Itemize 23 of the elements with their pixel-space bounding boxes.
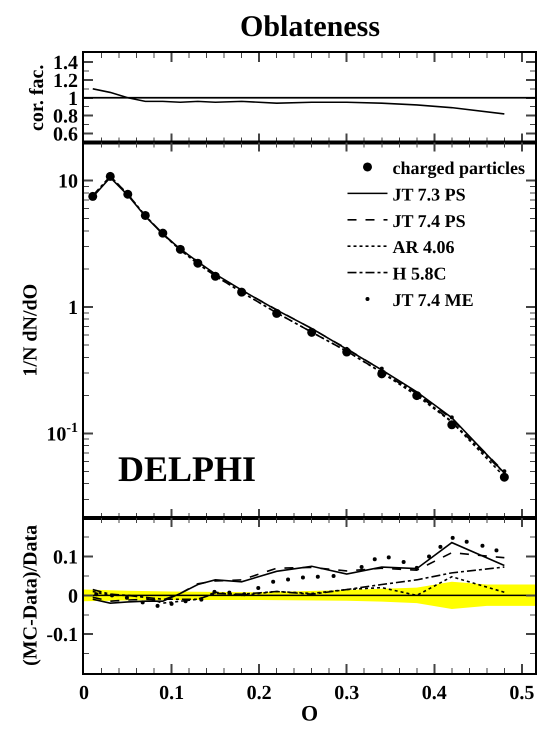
- x-tick-label: 0.3: [334, 682, 360, 704]
- legend-label: JT 7.4 PS: [392, 210, 466, 231]
- y-tick-label: 10: [58, 170, 78, 193]
- y-axis-title: 1/N dN/dO: [19, 284, 42, 377]
- y-tick-label: -0.1: [46, 624, 78, 646]
- y-tick-label: 0.1: [53, 546, 78, 569]
- x-tick-label: 0.1: [159, 682, 184, 704]
- y-axis-title: (MC-Data)/Data: [19, 524, 42, 666]
- annotation: DELPHI: [118, 449, 256, 489]
- x-axis-title: O: [300, 700, 318, 726]
- y-tick-label: 10$^{-1}$: [46, 420, 78, 446]
- y-tick-label: 1: [68, 296, 78, 319]
- y-tick-label: 0: [68, 585, 78, 608]
- legend-label: JT 7.3 PS: [392, 184, 466, 204]
- legend-label: charged particles: [392, 158, 525, 178]
- legend-label: H 5.8C: [392, 264, 446, 284]
- chart-title: Oblateness: [240, 10, 380, 43]
- legend-label: AR 4.06: [392, 237, 454, 258]
- y-axis-title: cor. fac.: [26, 64, 48, 132]
- x-tick-label: 0.4: [422, 682, 447, 704]
- legend-label: JT 7.4 ME: [392, 290, 474, 310]
- x-tick-label: 0.5: [509, 682, 534, 704]
- x-tick-label: 0.2: [246, 682, 272, 704]
